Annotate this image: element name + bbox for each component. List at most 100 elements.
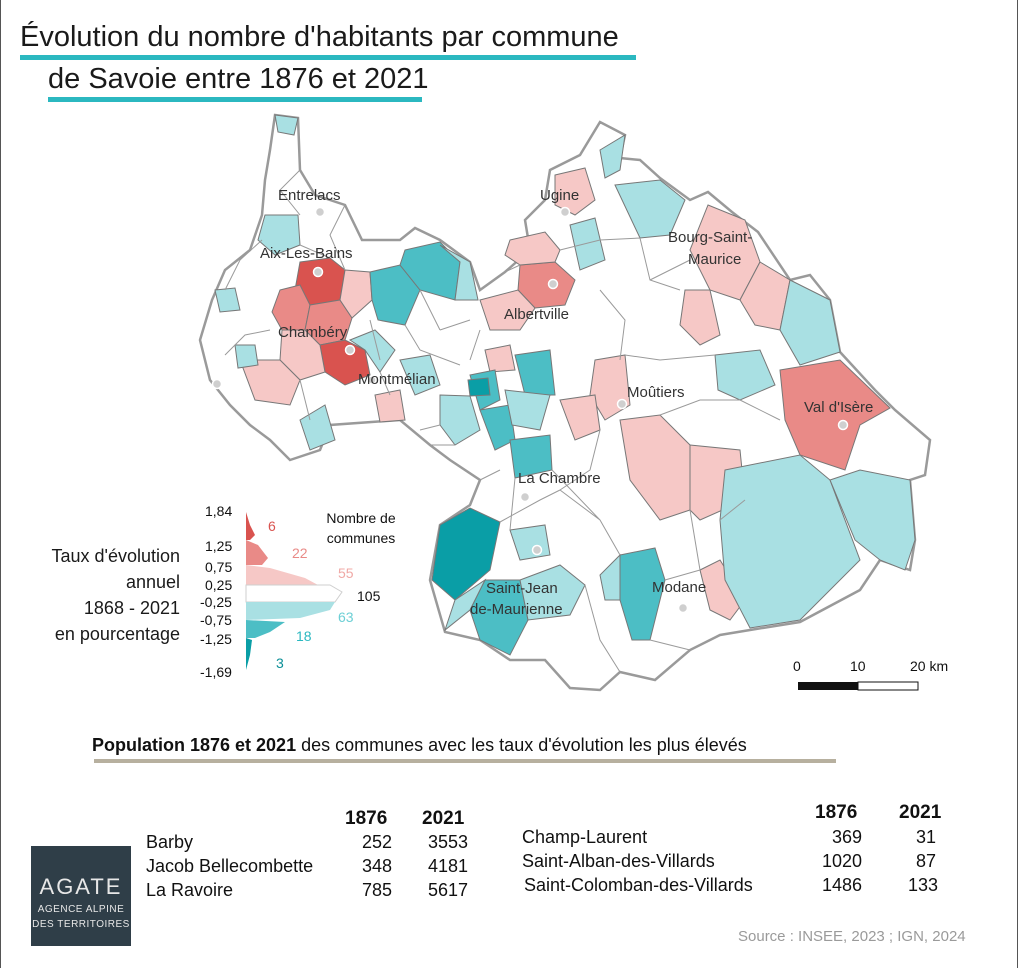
scale-label: 20 km xyxy=(910,658,949,674)
title-underline-2 xyxy=(48,97,422,102)
commune-teal-23 xyxy=(719,454,861,629)
population-title-bold: Population 1876 et 2021 xyxy=(92,735,297,755)
commune-red-14 xyxy=(679,289,721,346)
town-label-ugine: Ugine xyxy=(540,187,580,204)
legend-count: 22 xyxy=(292,545,308,561)
town-label-albertville: Albertville xyxy=(504,306,570,323)
map-title-line1: Évolution du nombre d'habitants par comm… xyxy=(20,21,619,53)
population-title: Population 1876 et 2021 des communes ave… xyxy=(92,735,747,756)
commune-teal-6 xyxy=(348,329,396,373)
decline-row-1876: 1486 xyxy=(821,875,862,895)
commune-teal-20 xyxy=(614,179,686,239)
commune-teal-9 xyxy=(467,377,491,397)
decline-header-1876: 1876 xyxy=(815,802,858,823)
legend-count: 63 xyxy=(338,609,354,625)
commune-teal-2 xyxy=(274,114,299,136)
growth-row-2021: 3553 xyxy=(427,832,468,852)
commune-teal-24 xyxy=(829,469,916,571)
legend-count: 55 xyxy=(338,565,354,581)
logo-line2: DES TERRITOIRES xyxy=(32,919,130,930)
town-label-stjean-2: de-Maurienne xyxy=(470,601,563,618)
decline-row-name: Saint-Colomban-des-Villards xyxy=(524,875,753,895)
legend-title-line: en pourcentage xyxy=(54,624,180,644)
scale-bar xyxy=(798,681,919,691)
hist-class-7 xyxy=(246,638,252,670)
commune-teal-12 xyxy=(514,349,556,396)
town-label-modane: Modane xyxy=(652,579,707,596)
commune-red-9 xyxy=(504,231,561,266)
hist-class-5 xyxy=(246,602,335,620)
town-label-aix: Aix-Les-Bains xyxy=(260,245,353,262)
growth-header-2021: 2021 xyxy=(422,808,465,829)
growth-row-name: Jacob Bellecombette xyxy=(146,856,314,876)
town-label-bourg-1: Bourg-Saint- xyxy=(668,229,753,246)
legend-count: 18 xyxy=(296,628,312,644)
growth-header-1876: 1876 xyxy=(345,808,388,829)
legend-tick: -0,75 xyxy=(200,612,232,628)
commune-red-20 xyxy=(699,559,746,621)
town-label-entrelacs: Entrelacs xyxy=(278,187,341,204)
decline-row-2021: 31 xyxy=(915,827,936,847)
hist-class-6 xyxy=(246,620,285,638)
population-title-rest: des communes avec les taux d'évolution l… xyxy=(296,735,747,755)
scale-label: 0 xyxy=(793,658,801,674)
growth-row-name: La Ravoire xyxy=(146,880,234,900)
logo-name: AGATE xyxy=(39,874,123,899)
commune-red-6 xyxy=(339,269,373,319)
commune-teal-16 xyxy=(214,287,241,313)
legend-tick: 1,25 xyxy=(205,538,233,554)
town-label-la-chambre: La Chambre xyxy=(518,470,601,487)
commune-teal-5 xyxy=(439,244,479,301)
growth-row-name: Barby xyxy=(146,832,194,852)
commune-boundaries xyxy=(224,169,781,673)
commune-teal-19 xyxy=(599,134,626,179)
town-label-bourg-2: Maurice xyxy=(688,251,742,268)
legend-count: 6 xyxy=(268,518,276,534)
commune-red-10 xyxy=(479,289,536,331)
commune-fills xyxy=(214,114,916,656)
commune-teal-13 xyxy=(504,389,551,431)
growth-row-1876: 252 xyxy=(361,832,392,852)
hist-class-3 xyxy=(246,565,318,585)
logo-line1: AGENCE ALPINE xyxy=(37,904,125,915)
decline-row-1876: 1020 xyxy=(821,851,862,871)
legend-count: 3 xyxy=(276,655,284,671)
legend-tick: 0,25 xyxy=(205,577,233,593)
decline-row-2021: 87 xyxy=(915,851,936,871)
savoie-commune-map xyxy=(198,113,932,692)
town-markers xyxy=(211,206,849,614)
legend-title-line: 1868 - 2021 xyxy=(83,598,180,618)
commune-teal-26 xyxy=(599,553,621,601)
agate-logo: AGATE AGENCE ALPINE DES TERRITOIRES xyxy=(31,846,131,946)
decline-row-2021: 133 xyxy=(907,875,938,895)
legend-tick: -1,25 xyxy=(200,631,232,647)
town-label-montmelian: Montmélian xyxy=(358,371,436,388)
town-label-moutiers: Moûtiers xyxy=(627,384,685,401)
commune-teal-10 xyxy=(439,394,481,446)
commune-red-11 xyxy=(554,167,596,216)
decline-row-name: Champ-Laurent xyxy=(522,827,648,847)
count-title-line: communes xyxy=(326,530,396,546)
commune-teal-29 xyxy=(519,564,586,621)
hist-class-4 xyxy=(245,584,343,603)
town-label-chambery: Chambéry xyxy=(278,324,348,341)
title-underline-1 xyxy=(20,55,636,60)
legend-tick: -1,69 xyxy=(200,664,232,680)
commune-teal-17 xyxy=(234,344,259,369)
legend-count-title: Nombre de communes xyxy=(316,508,406,548)
commune-teal-30 xyxy=(443,578,487,632)
source-note: Source : INSEE, 2023 ; IGN, 2024 xyxy=(738,928,966,945)
commune-teal-18 xyxy=(569,217,606,271)
decline-header-2021: 2021 xyxy=(899,802,942,823)
commune-teal-27 xyxy=(431,507,501,601)
growth-row-2021: 4181 xyxy=(427,856,468,876)
growth-row-1876: 785 xyxy=(361,880,392,900)
commune-red-13 xyxy=(739,261,791,331)
commune-red-21 xyxy=(484,344,516,373)
legend-tick: 0,75 xyxy=(205,559,233,575)
map-title-line2: de Savoie entre 1876 et 2021 xyxy=(48,63,429,95)
legend-title-line: annuel xyxy=(125,572,180,592)
commune-red-7 xyxy=(239,359,301,406)
commune-teal-22 xyxy=(714,349,776,401)
